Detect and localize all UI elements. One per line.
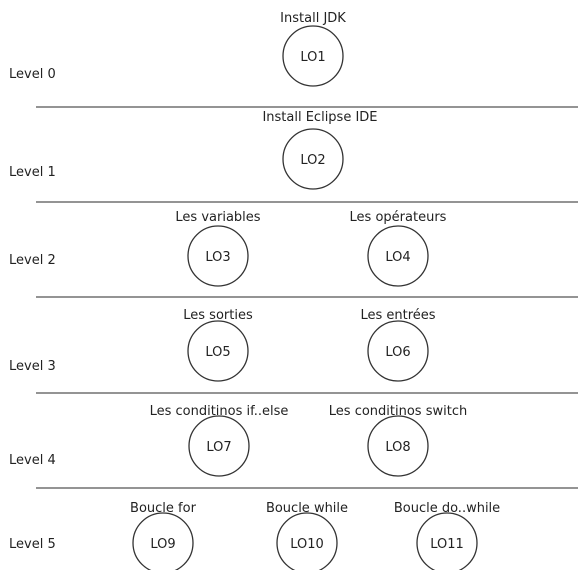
lo7-node[interactable]: LO7 [188, 415, 250, 477]
level-1-band: Level 1 Install Eclipse IDE LO2 [9, 110, 378, 190]
lo7-id: LO7 [206, 440, 231, 455]
lo10-node[interactable]: LO10 [276, 512, 338, 570]
lo9-node[interactable]: LO9 [132, 512, 194, 570]
level-3-band: Level 3 Les sorties LO5 Les entrées LO6 [9, 308, 436, 382]
lo5-id: LO5 [205, 345, 230, 360]
lo6-node[interactable]: LO6 [367, 320, 429, 382]
lo1-id: LO1 [300, 50, 325, 65]
lo3-title: Les variables [175, 210, 260, 225]
level-5-band: Level 5 Boucle for LO9 Boucle while LO10… [9, 501, 500, 570]
lo2-node[interactable]: LO2 [282, 128, 344, 190]
level-1-label: Level 1 [9, 165, 56, 180]
lo11-id: LO11 [430, 537, 464, 552]
lo1-title: Install JDK [280, 11, 346, 26]
level-2-band: Level 2 Les variables LO3 Les opérateurs… [9, 210, 447, 287]
lo5-node[interactable]: LO5 [187, 320, 249, 382]
lo4-id: LO4 [385, 250, 410, 265]
level-4-band: Level 4 Les conditinos if..else LO7 Les … [9, 404, 467, 477]
level-0-label: Level 0 [9, 67, 56, 82]
level-0-band: Level 0 Install JDK LO1 [9, 11, 346, 87]
lo2-id: LO2 [300, 153, 325, 168]
lo2-title: Install Eclipse IDE [262, 110, 377, 125]
lo1-node[interactable]: LO1 [282, 25, 344, 87]
lo4-node[interactable]: LO4 [367, 225, 429, 287]
lo11-node[interactable]: LO11 [416, 512, 478, 570]
level-5-label: Level 5 [9, 537, 56, 552]
lo8-title: Les conditinos switch [329, 404, 467, 419]
lo10-id: LO10 [290, 537, 324, 552]
lo11-title: Boucle do..while [394, 501, 500, 516]
lo7-title: Les conditinos if..else [150, 404, 289, 419]
lo3-id: LO3 [205, 250, 230, 265]
level-2-label: Level 2 [9, 253, 56, 268]
level-3-label: Level 3 [9, 359, 56, 374]
lo6-id: LO6 [385, 345, 410, 360]
level-4-label: Level 4 [9, 453, 56, 468]
lo8-node[interactable]: LO8 [367, 415, 429, 477]
lo9-title: Boucle for [130, 501, 197, 516]
lo8-id: LO8 [385, 440, 410, 455]
lo3-node[interactable]: LO3 [187, 225, 249, 287]
lo10-title: Boucle while [266, 501, 348, 516]
lo9-id: LO9 [150, 537, 175, 552]
lo6-title: Les entrées [360, 308, 435, 323]
lo4-title: Les opérateurs [350, 210, 447, 225]
lo5-title: Les sorties [183, 308, 253, 323]
